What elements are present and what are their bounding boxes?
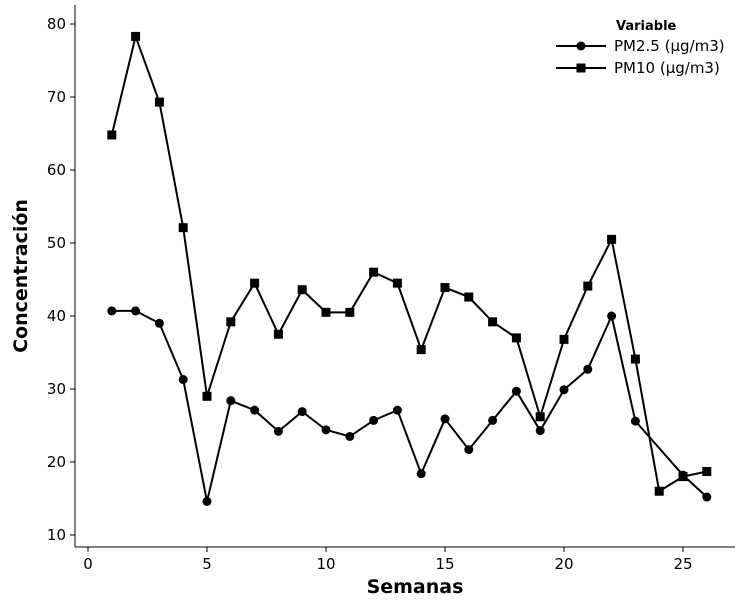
data-point bbox=[511, 333, 521, 343]
data-point bbox=[630, 354, 640, 364]
data-point bbox=[321, 425, 331, 435]
data-point bbox=[250, 405, 260, 415]
y-tick-label: 70 bbox=[47, 88, 66, 106]
y-tick-label: 40 bbox=[47, 307, 66, 325]
data-point bbox=[392, 278, 402, 288]
data-point bbox=[464, 445, 474, 455]
series-pm25 bbox=[107, 306, 712, 506]
x-tick-label: 10 bbox=[316, 555, 335, 573]
data-point bbox=[654, 486, 664, 496]
data-point bbox=[369, 267, 379, 277]
data-point bbox=[297, 407, 307, 417]
data-point bbox=[511, 386, 521, 396]
data-point bbox=[345, 307, 355, 317]
data-point bbox=[297, 285, 307, 295]
y-tick-label: 30 bbox=[47, 380, 66, 398]
y-tick-label: 10 bbox=[47, 526, 66, 544]
data-point bbox=[273, 329, 283, 339]
x-tick-label: 25 bbox=[673, 555, 692, 573]
data-point bbox=[440, 283, 450, 293]
data-point bbox=[416, 469, 426, 479]
series-line bbox=[110, 32, 708, 493]
data-point bbox=[202, 391, 212, 401]
y-axis-title: Concentración bbox=[10, 199, 32, 353]
data-point bbox=[250, 278, 260, 288]
data-point bbox=[607, 234, 617, 244]
data-point bbox=[154, 318, 164, 328]
x-tick-label: 15 bbox=[435, 555, 454, 573]
data-point bbox=[535, 426, 545, 436]
data-point bbox=[583, 364, 593, 374]
data-point bbox=[107, 306, 117, 316]
legend-item: PM10 (µg/m3) bbox=[556, 59, 720, 77]
data-point bbox=[607, 311, 617, 321]
axes: 10 20 30 40 50 60 70 80 0 5 10 15 20 25 bbox=[47, 5, 735, 573]
x-tick-label: 20 bbox=[554, 555, 573, 573]
data-point bbox=[464, 292, 474, 302]
x-tick-label: 0 bbox=[83, 555, 93, 573]
data-point bbox=[702, 492, 712, 502]
data-point bbox=[154, 97, 164, 107]
y-tick-label: 60 bbox=[47, 161, 66, 179]
data-point bbox=[559, 334, 569, 344]
legend-title: Variable bbox=[616, 19, 677, 34]
data-point bbox=[535, 412, 545, 422]
series-layer bbox=[107, 31, 712, 506]
data-point bbox=[630, 416, 640, 426]
data-point bbox=[131, 31, 141, 41]
y-tick-label: 20 bbox=[47, 453, 66, 471]
y-tick-label: 50 bbox=[47, 234, 66, 252]
data-point bbox=[488, 317, 498, 327]
legend-marker bbox=[576, 41, 586, 51]
data-point bbox=[416, 345, 426, 355]
data-point bbox=[583, 281, 593, 291]
data-point bbox=[226, 396, 236, 406]
data-point bbox=[273, 426, 283, 436]
data-point bbox=[178, 223, 188, 233]
data-point bbox=[678, 472, 688, 482]
data-point bbox=[392, 405, 402, 415]
data-point bbox=[559, 385, 569, 395]
data-point bbox=[202, 496, 212, 506]
data-point bbox=[178, 375, 188, 385]
data-point bbox=[321, 307, 331, 317]
legend-label: PM10 (µg/m3) bbox=[614, 59, 720, 77]
data-point bbox=[488, 415, 498, 425]
data-point bbox=[345, 431, 355, 441]
x-axis-title: Semanas bbox=[367, 576, 464, 598]
x-tick-label: 5 bbox=[202, 555, 212, 573]
data-point bbox=[131, 306, 141, 316]
series-line bbox=[111, 309, 708, 502]
legend: PM2.5 (µg/m3) PM10 (µg/m3) bbox=[556, 37, 725, 77]
series-pm10 bbox=[107, 31, 712, 496]
data-point bbox=[107, 130, 117, 140]
data-point bbox=[226, 317, 236, 327]
legend-marker bbox=[576, 63, 586, 73]
data-point bbox=[702, 466, 712, 476]
legend-item: PM2.5 (µg/m3) bbox=[556, 37, 725, 55]
data-point bbox=[440, 414, 450, 424]
data-point bbox=[369, 415, 379, 425]
y-tick-label: 80 bbox=[47, 15, 66, 33]
legend-label: PM2.5 (µg/m3) bbox=[614, 37, 725, 55]
